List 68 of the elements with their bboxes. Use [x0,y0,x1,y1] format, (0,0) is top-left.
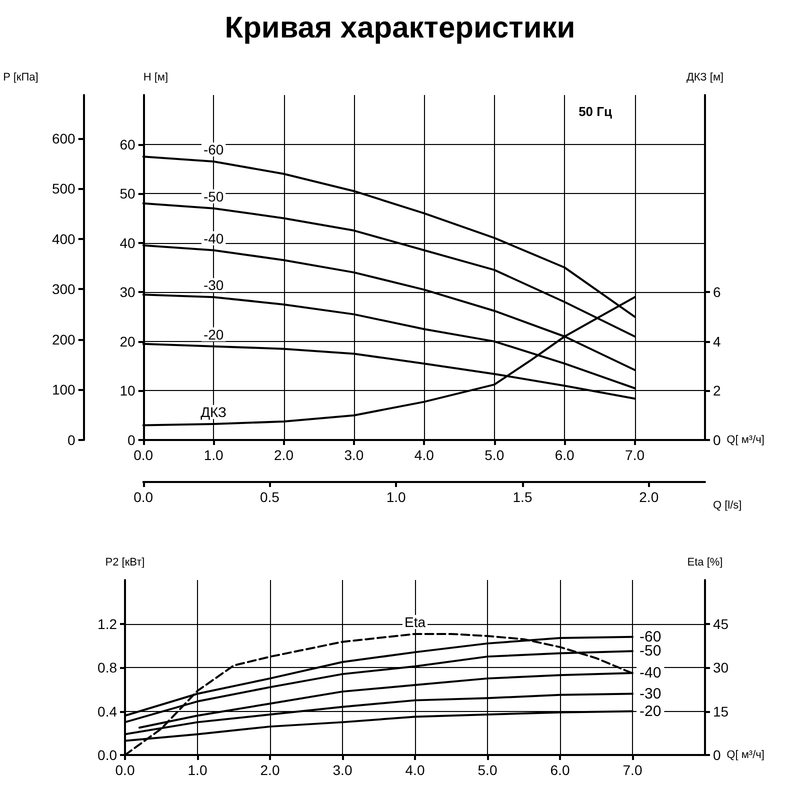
chart-title: Кривая характеристики [224,12,576,44]
y2-tick-label: 300 [52,281,76,298]
y2-tick-label: 0 [713,747,721,763]
series-label: -60 [640,628,662,646]
x-tick-label: 5.0 [484,447,504,463]
y-tick-label: 0 [128,432,136,448]
y-tick-label: 0.0 [98,747,118,763]
y2-tick-label: 500 [52,180,76,197]
x-tick-label: 3.0 [344,447,364,463]
x-tick-label: 0.0 [134,447,154,463]
x2-tick-label: 2.0 [639,489,659,505]
x2-axis-title: Q [l/s] [713,500,742,512]
x2-tick-label: 1.0 [386,489,406,505]
y-axis-title: P2 [кВт] [105,556,145,568]
y2-tick-label: 100 [52,382,76,398]
x-tick-label: 4.0 [405,762,425,778]
y3-tick-label: 0 [713,432,721,448]
x-tick-label: 3.0 [332,762,352,778]
x-tick-label: 2.0 [274,447,294,463]
x-tick-label: 5.0 [478,762,498,778]
y-axis-title: H [м] [143,72,168,84]
y-tick-label: 0.4 [98,703,118,720]
y-tick-label: 20 [120,333,136,350]
x-tick-label: 7.0 [622,762,642,778]
y-tick-label: 40 [120,234,136,251]
x-axis-title: Q[ м³/ч] [726,434,764,446]
y2-tick-label: 15 [713,703,729,720]
series-label: -40 [640,664,662,682]
y-tick-label: 0.8 [98,660,118,676]
series-label: -40 [203,230,224,246]
y2-axis-title: Eta [%] [687,556,723,568]
y-tick-label: 30 [120,284,136,300]
y3-tick-label: 6 [713,284,721,300]
y2-axis-title: P [кПа] [3,72,38,84]
x-axis-title: Q[ м³/ч] [726,749,764,761]
y-tick-label: 1.2 [98,616,118,632]
series-label: -30 [640,685,662,702]
x-tick-label: 7.0 [625,447,645,463]
y2-tick-label: 30 [713,660,729,676]
y2-tick-label: 200 [52,331,76,348]
series-label: -30 [203,277,224,294]
x2-tick-label: 0.5 [260,489,280,505]
x-tick-label: 1.0 [204,447,224,463]
series-label: Eta [404,614,426,630]
x-tick-label: 1.0 [188,762,208,778]
y-tick-label: 60 [120,136,136,152]
y2-tick-label: 45 [713,616,729,632]
series-label: -60 [203,142,224,158]
series-label: ДКЗ [200,404,227,420]
y2-tick-label: 400 [52,230,76,247]
y3-axis-title: ДКЗ [м] [686,72,724,84]
y3-tick-label: 2 [713,382,721,399]
y3-tick-label: 4 [713,333,721,350]
x-tick-label: 4.0 [414,447,434,463]
annotation: 50 Гц [578,104,612,119]
x-tick-label: 2.0 [260,762,280,778]
x2-tick-label: 0.0 [134,489,154,505]
y2-tick-label: 600 [52,130,76,146]
x2-tick-label: 1.5 [512,489,532,505]
x-tick-label: 6.0 [550,762,570,778]
y-tick-label: 10 [120,382,136,399]
series-label: -20 [640,702,662,720]
series-label: -20 [203,326,224,342]
y-tick-label: 50 [120,186,136,202]
series-label: -50 [203,188,224,204]
series-label: -50 [640,642,662,660]
x-tick-label: 6.0 [554,447,575,463]
y2-tick-label: 0 [68,432,76,448]
